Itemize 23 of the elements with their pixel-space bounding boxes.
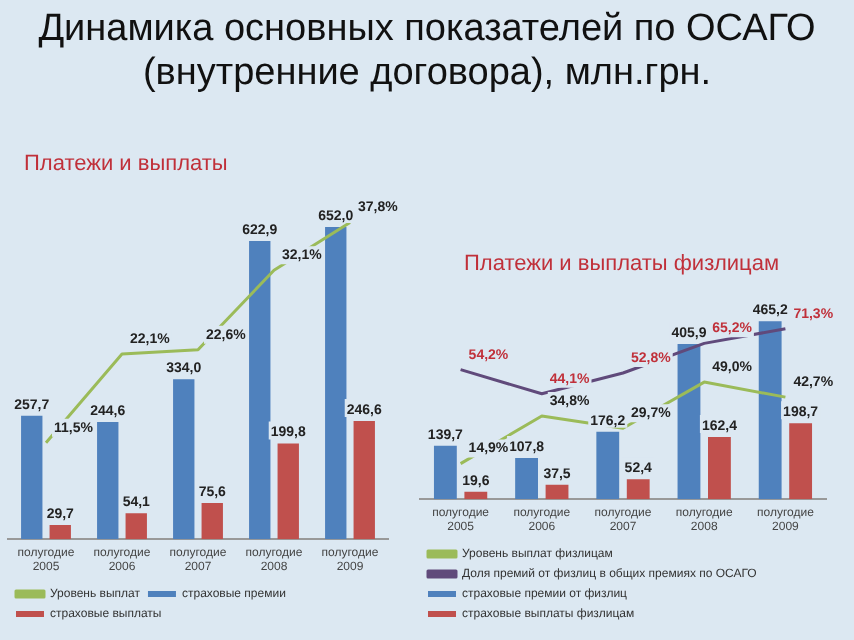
bar — [708, 437, 731, 500]
bar — [325, 226, 347, 540]
bar — [21, 415, 43, 540]
bar — [515, 457, 538, 500]
bar — [125, 513, 147, 540]
bar — [677, 343, 701, 500]
bar — [173, 379, 195, 540]
bar — [97, 422, 119, 540]
bar — [277, 443, 299, 540]
bar — [596, 431, 620, 500]
bar — [545, 484, 569, 500]
bar — [201, 503, 223, 540]
bar — [758, 321, 782, 500]
bar — [789, 423, 813, 500]
bar — [433, 445, 457, 500]
bar — [626, 479, 650, 500]
bar — [249, 240, 271, 540]
chart-subtitle: Платежи и выплаты — [24, 152, 228, 176]
chart-title: Динамика основных показателей по ОСАГО (внутренние договора), млн.грн. — [36, 8, 818, 96]
bar — [353, 421, 375, 540]
bar — [49, 524, 71, 540]
chart-title: Платежи и выплаты физлицам — [464, 252, 780, 276]
bar — [464, 491, 488, 500]
